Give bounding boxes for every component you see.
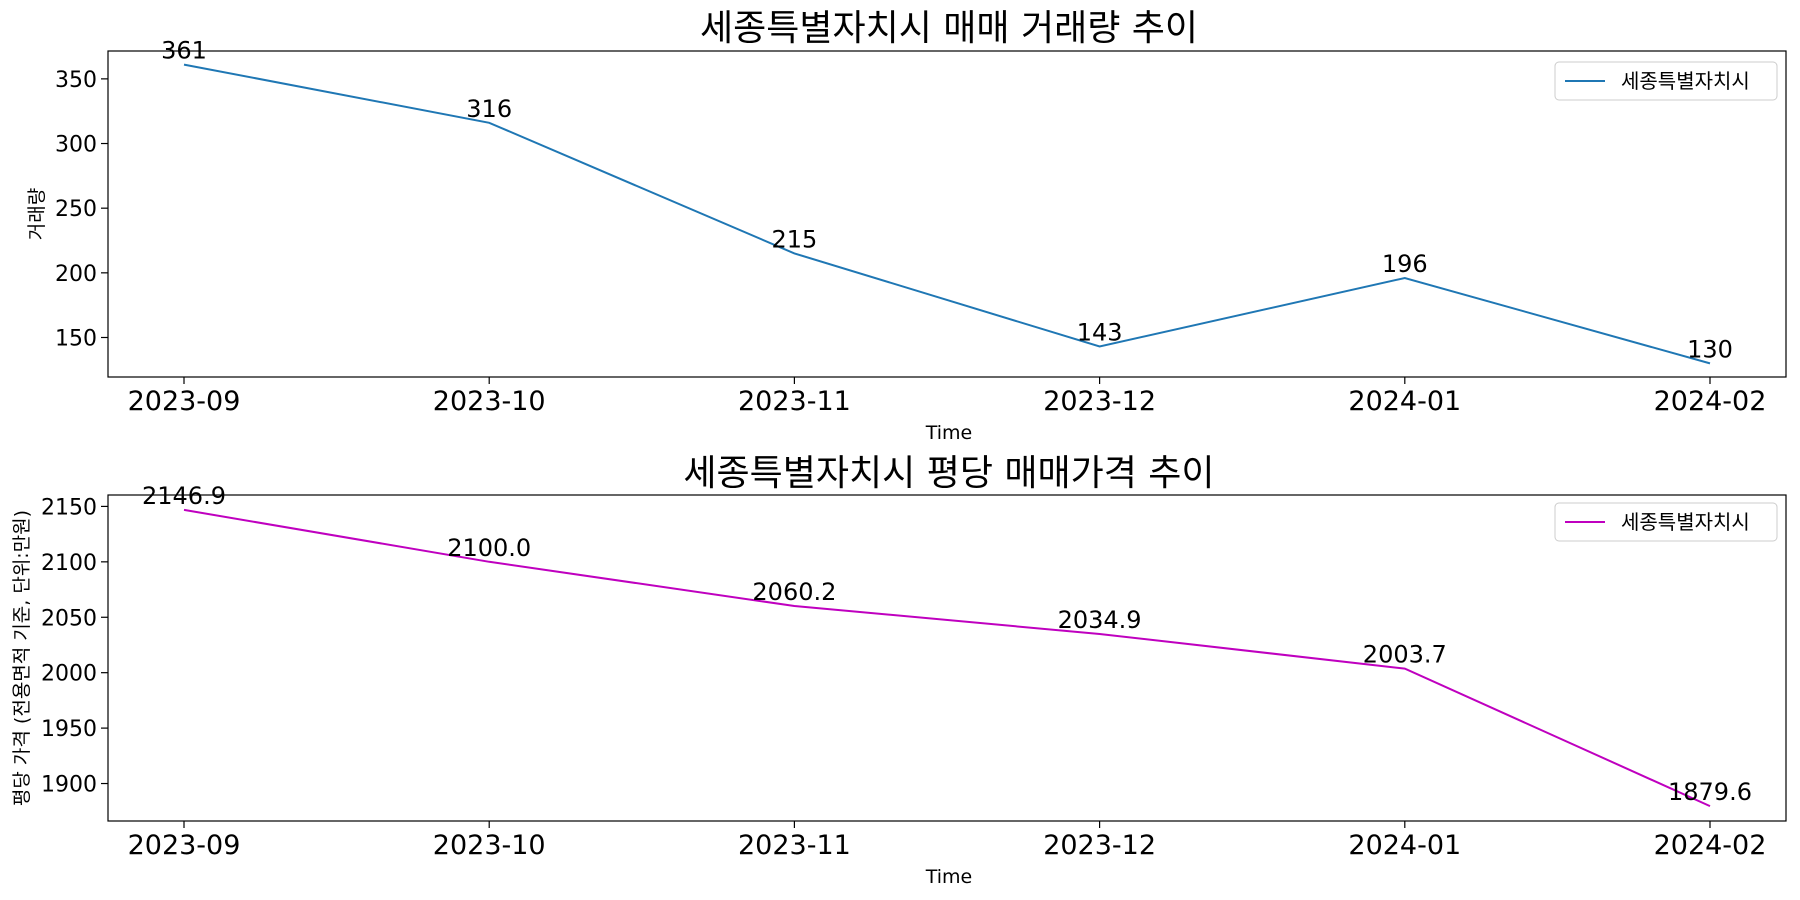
y-tick-label: 1950	[41, 717, 97, 742]
x-tick-label: 2024-02	[1654, 386, 1767, 417]
y-tick-label: 350	[55, 68, 97, 93]
y-tick-label: 2000	[41, 662, 97, 687]
x-tick-label: 2024-01	[1348, 386, 1461, 417]
x-tick-label: 2023-11	[738, 830, 851, 861]
data-label: 130	[1687, 335, 1733, 363]
y-tick-label: 200	[55, 262, 97, 287]
chart-1-y-axis-label: 거래량	[26, 188, 48, 240]
y-tick-label: 150	[55, 326, 97, 351]
data-label: 2100.0	[447, 534, 531, 562]
chart-1-y-axis: 150 200 250 300 350	[55, 68, 108, 351]
y-tick-label: 2050	[41, 606, 97, 631]
chart-2-plot-frame	[107, 494, 1787, 822]
chart-1: 세종특별자치시 매매 거래량 추이 150 200 250 300 350 2023-0…	[26, 8, 1787, 444]
chart-2-legend-box	[1554, 502, 1778, 542]
chart-1-plot-frame	[107, 50, 1787, 378]
chart-2-x-axis: 2023-09 2023-10 2023-11 2023-12 2024-01 2024-…	[128, 821, 1767, 861]
x-tick-label: 2023-10	[433, 386, 546, 417]
data-label: 215	[771, 225, 817, 253]
x-tick-label: 2024-01	[1348, 830, 1461, 861]
chart-2-data-labels: 2146.9 2100.0 2060.2 2034.9 2003.7 1879.6	[142, 482, 1752, 806]
chart-2-x-axis-label: Time	[925, 866, 973, 888]
data-label: 2003.7	[1363, 641, 1447, 669]
x-tick-label: 2023-12	[1043, 386, 1156, 417]
chart-2-y-axis: 1900 1950 2000 2050 2100 2150	[41, 495, 108, 798]
chart-2-series-line	[183, 508, 1711, 808]
y-tick-label: 250	[55, 197, 97, 222]
x-tick-label: 2023-09	[128, 386, 241, 417]
chart-1-title: 세종특별자치시 매매 거래량 추이	[700, 8, 1198, 49]
data-label: 1879.6	[1668, 778, 1752, 806]
chart-2-legend: 세종특별자치시	[1554, 502, 1778, 542]
chart-1-series-line	[183, 63, 1711, 365]
chart-1-x-axis-label: Time	[925, 422, 973, 444]
chart-2-y-axis-label: 평당 가격 (전용면적 기준, 단위:만원)	[11, 510, 33, 806]
x-tick-label: 2023-09	[128, 830, 241, 861]
chart-1-data-labels: 361 316 215 143 196 130	[161, 37, 1733, 364]
chart-1-legend-label: 세종특별자치시	[1621, 69, 1750, 93]
data-label: 2060.2	[752, 578, 836, 606]
chart-2: 세종특별자치시 평당 매매가격 추이 1900 1950 2000 2050 2100 2…	[11, 453, 1787, 888]
chart-2-legend-label: 세종특별자치시	[1621, 510, 1750, 534]
chart-1-legend-box	[1554, 61, 1778, 101]
data-label: 2146.9	[142, 482, 226, 510]
x-tick-label: 2023-11	[738, 386, 851, 417]
x-tick-label: 2023-10	[433, 830, 546, 861]
y-tick-label: 2150	[41, 495, 97, 520]
y-tick-label: 300	[55, 133, 97, 158]
y-tick-label: 1900	[41, 773, 97, 798]
data-label: 361	[161, 37, 207, 65]
chart-2-title: 세종특별자치시 평당 매매가격 추이	[683, 453, 1214, 494]
y-tick-label: 2100	[41, 551, 97, 576]
data-label: 316	[466, 95, 512, 123]
chart-1-legend: 세종특별자치시	[1554, 61, 1778, 101]
chart-1-x-axis: 2023-09 2023-10 2023-11 2023-12 2024-01 2024-…	[128, 377, 1767, 417]
data-label: 196	[1382, 250, 1428, 278]
x-tick-label: 2024-02	[1654, 830, 1767, 861]
data-label: 2034.9	[1058, 606, 1142, 634]
data-label: 143	[1077, 319, 1123, 347]
x-tick-label: 2023-12	[1043, 830, 1156, 861]
